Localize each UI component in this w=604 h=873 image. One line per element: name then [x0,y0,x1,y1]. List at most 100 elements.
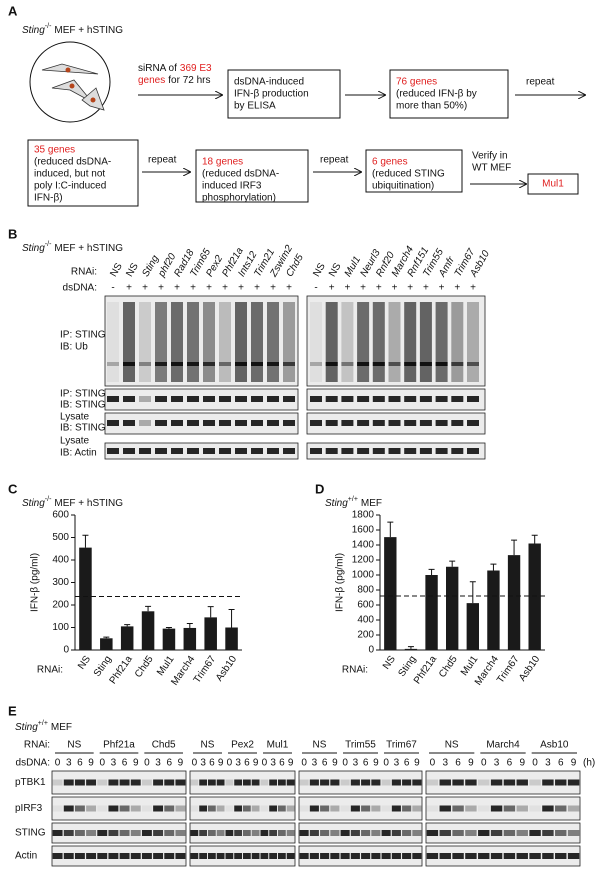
blot-band [234,805,243,812]
blot-band [340,779,350,786]
y-tick-label: 600 [52,510,69,521]
blot-band [340,830,350,836]
dsdna-lane: + [142,283,148,294]
bar [183,627,197,650]
blot-band [402,830,412,836]
error-bar [145,605,152,612]
blot-band [175,853,186,859]
dsdna-lane: + [423,283,429,294]
blot-band [242,853,251,859]
timepoint: 3 [353,758,359,769]
blot-band [361,805,371,812]
blot-band [269,779,278,786]
result-gene: Mul1 [542,179,564,190]
blot-band [286,853,295,859]
blot-band [199,779,208,786]
x-tick-label: Trim67 [192,654,219,686]
blot-band [225,779,234,786]
blot-smear [219,302,231,382]
blot-band [542,830,554,836]
blot-band [330,853,340,859]
blot-band [130,805,141,812]
rnai-lane-label: NS [108,261,125,279]
dsdna-lane: + [360,283,366,294]
blot-band [251,448,263,454]
blot-band [478,779,490,786]
blot-band [439,779,451,786]
blot-band [235,362,247,366]
blot-band [478,805,490,812]
error-bar [531,534,538,544]
blot-smear [203,302,215,382]
genotype: -/- [45,241,52,248]
timepoint: 0 [144,758,150,769]
blot-band [242,830,251,836]
blot-band [412,853,422,859]
blot-band [426,805,439,812]
blot-band [63,779,74,786]
error-bar [207,606,214,618]
dsdna-lane: + [206,283,212,294]
blot-band [164,805,175,812]
gene-count: 6 genes [372,157,408,168]
blot-band [404,362,417,366]
blot-band [412,779,422,786]
blot-band [372,420,385,426]
blot-band [310,362,322,366]
blot-band [299,853,309,859]
blot [425,770,581,795]
cell-rest: MEF + hSTING [54,25,123,36]
blot-band [216,853,225,859]
blot-band [153,830,164,836]
blot-label: Actin [15,851,37,862]
blot-band [465,830,477,836]
blot-label: STING [15,828,46,839]
blot-band [52,830,63,836]
blot-band [478,853,490,859]
error-bar [407,646,414,649]
y-tick-label: 0 [368,645,374,656]
blot-label: IP: STING [60,389,106,400]
dsdna-lane: + [158,283,164,294]
blot-band [529,779,541,786]
blot-smear [187,302,199,382]
blot-band [219,396,231,402]
timepoint: 3 [66,758,72,769]
error-bar [186,622,193,628]
step-text: induced, but not [34,169,105,180]
timepoint: 3 [155,758,161,769]
blot-band [350,853,360,859]
gene: Sting [22,25,45,36]
dsdna-label: dsDNA: [16,758,50,769]
blot-band [86,805,97,812]
y-tick-label: 1400 [352,540,375,551]
blot-band [86,830,97,836]
blot-band [542,805,554,812]
blot-band [155,420,167,426]
blot-band [516,805,528,812]
blot-smear [372,302,385,382]
blot-band [190,853,199,859]
blot-band [251,362,263,366]
blot-band [388,448,401,454]
blot-band [391,779,401,786]
timepoint: 9 [253,758,259,769]
blot-band [439,853,451,859]
blot-label: pTBK1 [15,777,46,788]
blot-band [219,362,231,366]
blot-band [97,805,108,812]
blot-band [267,396,279,402]
y-tick-label: 600 [357,600,374,611]
blot-band [452,830,464,836]
timepoint: 9 [218,758,224,769]
blot-band [207,779,216,786]
blot-band [286,805,295,812]
timepoint: 3 [312,758,318,769]
blot-band [242,805,251,812]
rnai-label: RNAi: [24,740,50,751]
dsdna-lane: + [286,283,292,294]
blot-band [503,853,516,859]
blot-band [63,830,74,836]
blot-band [139,362,151,366]
rnai-label: RNAi: [71,267,97,278]
